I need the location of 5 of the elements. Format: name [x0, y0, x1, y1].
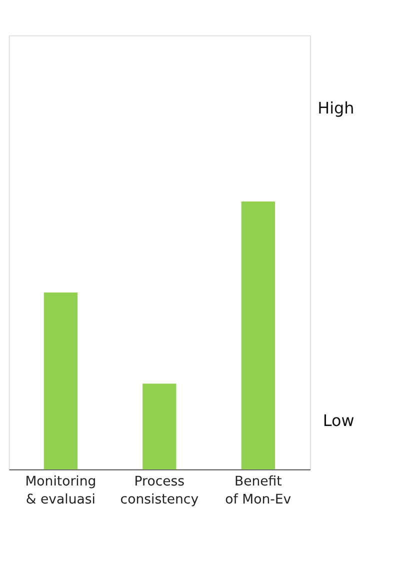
- x-tick-label: Benefit of Mon-Ev: [225, 474, 292, 508]
- text: High: [318, 98, 354, 118]
- text: Low: [322, 411, 354, 430]
- x-tick-label: Process consistency: [120, 474, 199, 508]
- x-tick-label: Monitoring & evaluasi: [25, 474, 96, 508]
